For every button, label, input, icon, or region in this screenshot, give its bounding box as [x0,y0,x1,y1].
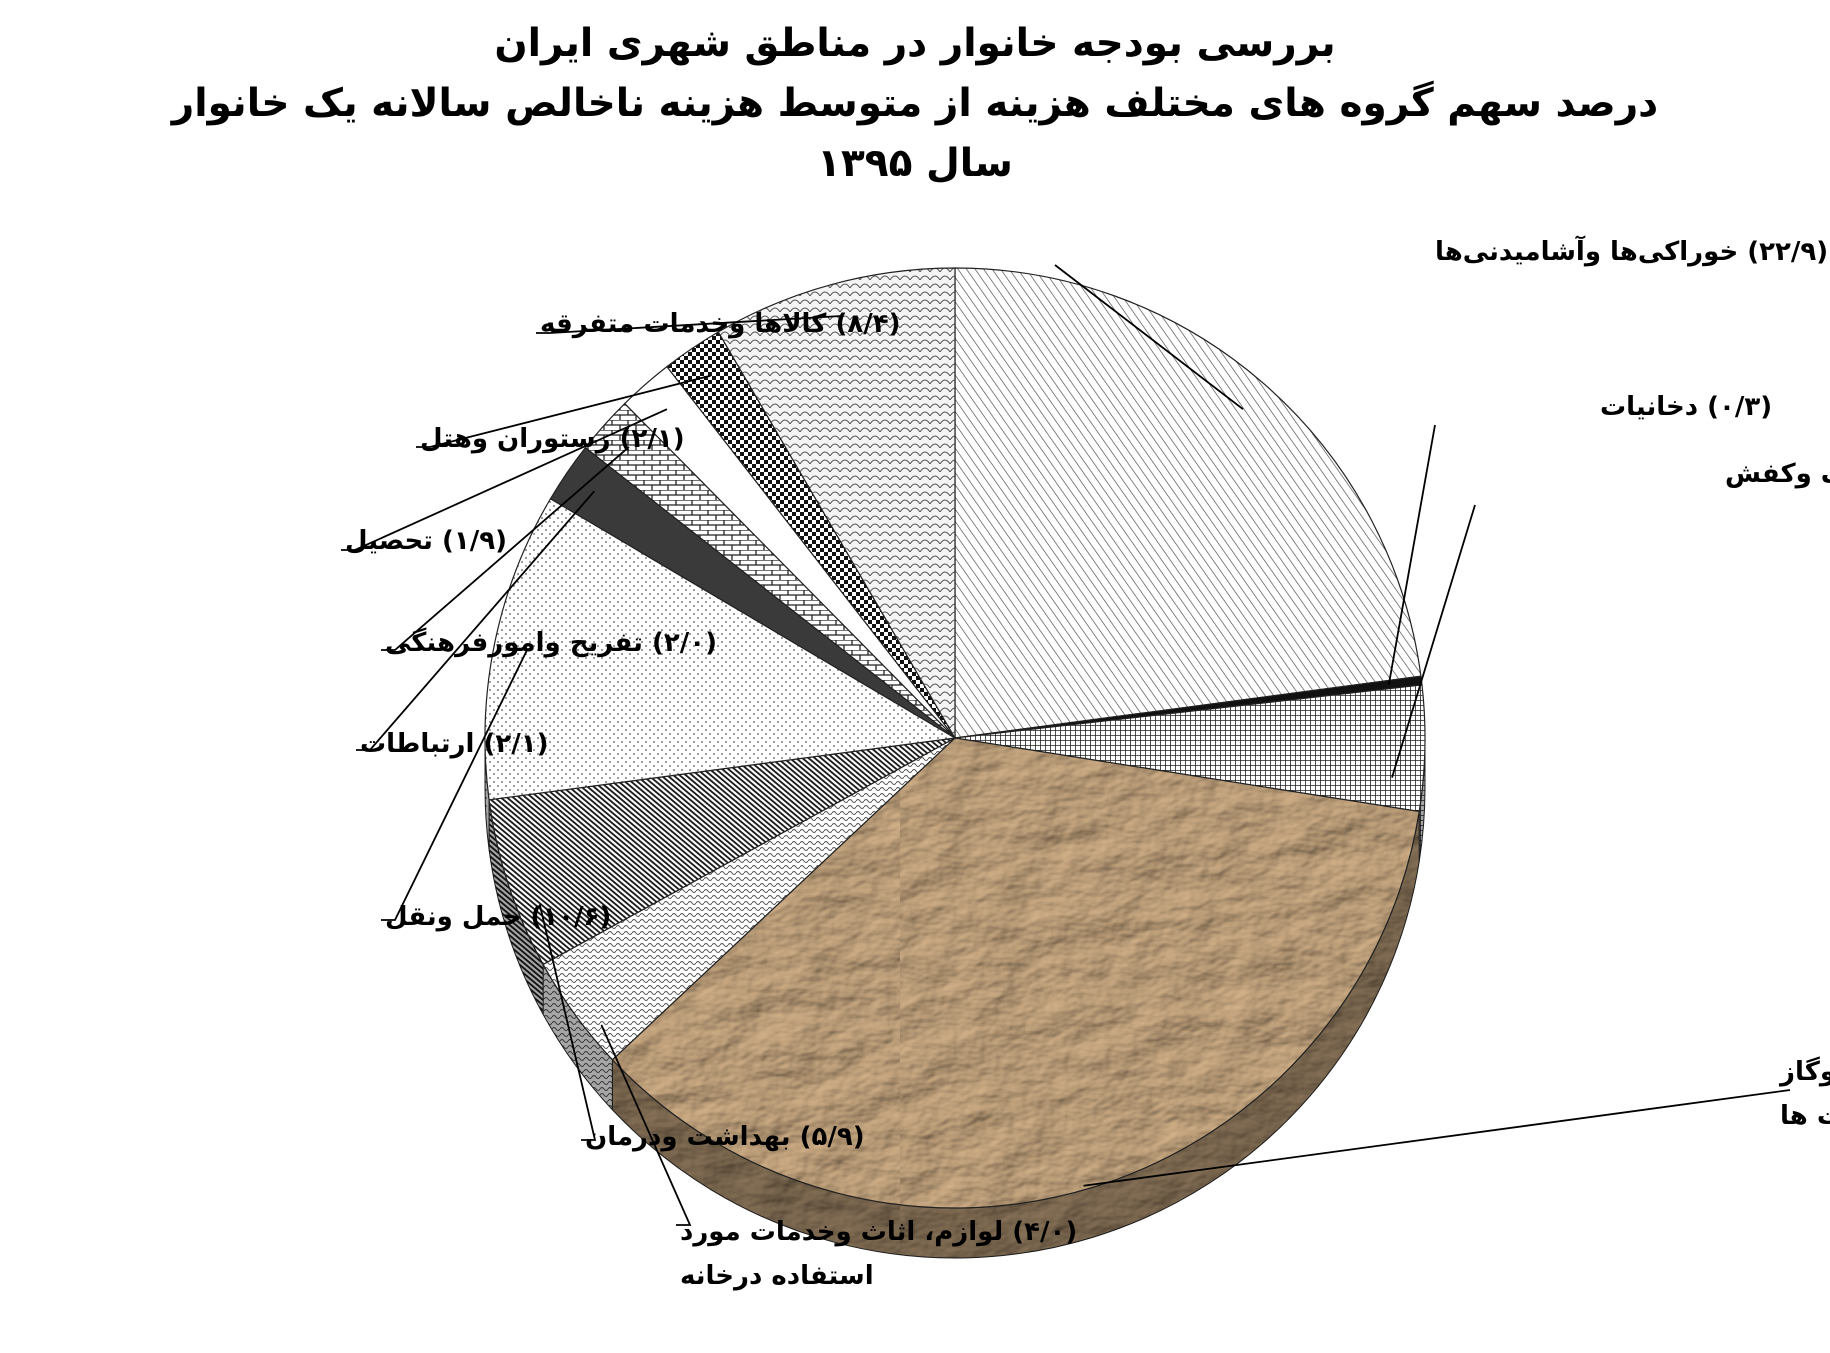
pie-side-walls [484,737,1426,1259]
leader-line-5 [538,904,597,1141]
pie-slice-3 [611,737,1420,1209]
slice-label-3-line-1: وسایرسوخت ها [1780,1101,1830,1131]
slice-label-0-line-0: (۲۲/۹) خوراکی‌ها وآشامیدنی‌ها [1435,235,1828,267]
chart-title-line-3: سال ۱۳۹۵ [817,141,1013,186]
pie-side-shade-6 [485,738,490,850]
slice-label-11-line-0: (۸/۴) کالاها وخدمات متفرقه [540,309,901,339]
pie-slices [484,267,1426,1209]
slice-label-2-line-0: (۴/۳) پوشاک وکفش [1725,459,1830,489]
chart-title: بررسی بودجه خانوار در مناطق شهری ایران د… [0,14,1830,194]
leader-line-0 [1054,264,1244,410]
slice-label-1-line-0: (۰/۳) دخانیات [1600,392,1772,422]
slice-label-9-line-0: (۱/۹) تحصیل [345,526,507,556]
pie-labels: (۲۲/۹) خوراکی‌ها وآشامیدنی‌ها (۰/۳) دخانی… [341,235,1830,1291]
leader-line-3 [1083,1089,1791,1187]
leader-line-2 [1391,504,1476,778]
pie-slice-0 [954,267,1422,739]
slice-label-4-line-1: استفاده درخانه [680,1261,874,1291]
leader-line-11 [536,315,842,334]
pie-slice-6 [484,497,957,801]
slice-label-7-line-0: (۲/۱) ارتباطات [360,729,548,759]
leader-line-1 [1387,424,1436,685]
pie-slice-5 [488,737,956,966]
pie-side-shade-3 [612,811,1420,1258]
chart-title-line-2: درصد سهم گروه های مختلف هزینه از متوسط ه… [171,81,1659,126]
leader-line-6 [381,650,528,921]
leader-line-8 [381,446,630,651]
leader-line-10 [416,374,711,448]
pie-slice-11 [717,267,956,741]
pie-side-shade-2 [1419,738,1425,862]
slice-label-4-line-0: (۴/۰) لوازم، اثاث وخدمات مورد [680,1217,1077,1247]
leader-line-9 [341,408,668,551]
slice-label-6-line-0: (۱۰/۶) حمل ونقل [385,902,611,932]
chart-title-line-1: بررسی بودجه خانوار در مناطق شهری ایران [494,21,1336,66]
pie-side-shade-4 [543,964,613,1110]
slice-label-5-line-0: (۵/۹) بهداشت ودرمان [585,1122,865,1152]
leader-line-7 [356,490,595,751]
slice-label-10-line-0: (۲/۱) رستوران وهتل [420,424,685,454]
slice-label-8-line-0: (۲/۰) تفریح وامورفرهنگی [385,627,717,658]
slice-label-3-line-0: (۳۵/۵) مسکن، آب، برق وگاز [1778,1055,1830,1087]
leader-line-4 [600,1024,692,1226]
